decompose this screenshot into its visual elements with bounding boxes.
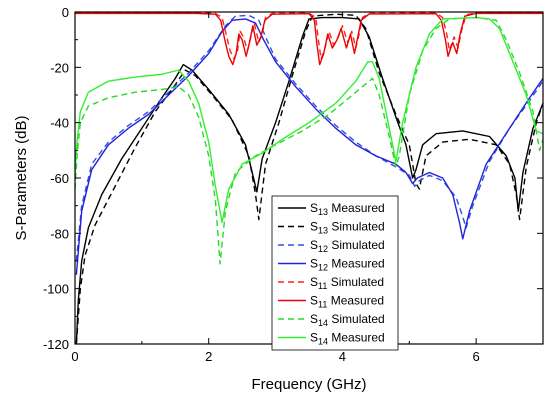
- legend-label-7: S14 Measured: [310, 331, 385, 347]
- series-line-5: [75, 12, 543, 66]
- legend-label-2: S12 Simulated: [310, 238, 385, 254]
- series-line-2: [75, 14, 543, 262]
- x-tick-label: 4: [339, 349, 346, 364]
- y-tick-label: -80: [50, 226, 69, 241]
- y-tick-label: -40: [50, 116, 69, 131]
- legend-label-3: S12 Measured: [310, 257, 385, 273]
- y-axis-title: S-Parameters (dB): [13, 115, 30, 240]
- legend-label-0: S13 Measured: [310, 201, 385, 217]
- x-tick-label: 2: [205, 349, 212, 364]
- series-line-7: [75, 16, 543, 223]
- ticks-layer: 0 2 4 6 0 -20 -40 -60 -80 -100 -120: [43, 5, 543, 364]
- y-tick-label: -20: [50, 60, 69, 75]
- legend-label-6: S14 Simulated: [310, 312, 385, 328]
- y-tick-label: -120: [43, 337, 69, 352]
- x-axis-title: Frequency (GHz): [251, 376, 366, 393]
- legend-label-4: S11 Simulated: [310, 275, 384, 291]
- legend: S13 Measured S13 Simulated S12 Simulated S1…: [271, 195, 399, 351]
- x-tick-label: 0: [71, 349, 78, 364]
- legend-label-1: S13 Simulated: [310, 220, 385, 236]
- x-tick-label: 6: [473, 349, 480, 364]
- legend-label-5: S11 Measured: [310, 294, 384, 310]
- series-line-1: [75, 13, 543, 344]
- legend-box: [271, 195, 399, 351]
- y-tick-label: -100: [43, 282, 69, 297]
- y-tick-label: 0: [62, 5, 69, 20]
- series-line-0: [75, 16, 543, 344]
- series-line-3: [75, 18, 543, 275]
- y-tick-label: -60: [50, 171, 69, 186]
